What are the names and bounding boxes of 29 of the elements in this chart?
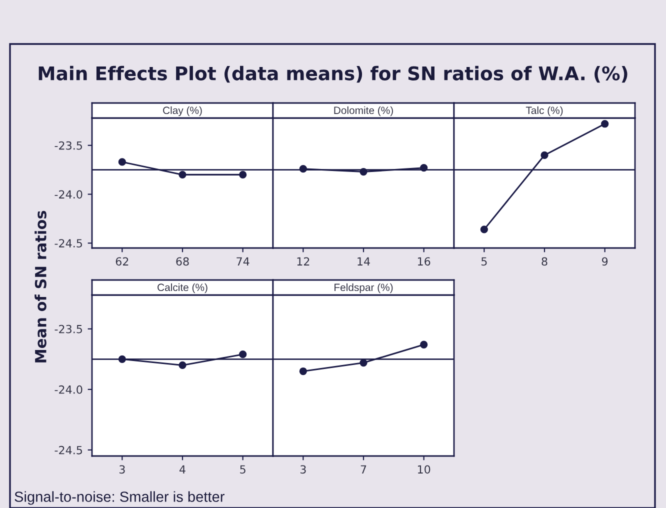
x-tick-label: 9: [602, 257, 608, 266]
x-tick-label: 5: [481, 257, 487, 266]
chart-title: Clay (%): [163, 106, 202, 116]
x-tick-label: 3: [119, 465, 125, 474]
x-tick-label: 8: [542, 257, 548, 266]
text: Main Effects Plot (data means) for SN ratios of W.A. (%): [38, 66, 628, 83]
x-tick-label: 68: [176, 257, 189, 266]
y-tick-label: -23.5: [54, 141, 82, 150]
x-tick-label: 7: [360, 465, 366, 474]
x-tick-label: 14: [358, 257, 370, 266]
chart-title: Dolomite (%): [334, 106, 393, 116]
y-tick-label: -24.0: [54, 190, 82, 199]
x-tick-label: 4: [180, 465, 186, 474]
x-tick-label: 16: [418, 257, 430, 266]
chart-title: Feldspar (%): [334, 283, 393, 294]
x-tick-label: 3: [300, 465, 306, 474]
x-tick-label: 5: [240, 465, 246, 474]
y-tick-label: -24.5: [54, 239, 82, 248]
text: Signal-to-noise: Smaller is better: [14, 491, 224, 505]
y-tick-label: -23.5: [54, 324, 82, 334]
x-tick-label: 10: [418, 465, 430, 474]
x-tick-label: 62: [116, 257, 128, 266]
y-tick-label: -24.5: [54, 446, 82, 454]
y-tick-label: -24.0: [54, 385, 82, 394]
x-tick-label: 12: [297, 257, 310, 266]
x-tick-label: 74: [236, 257, 250, 266]
chart-title: Talc (%): [526, 106, 563, 116]
y-axis-title: Mean of SN ratios: [34, 210, 46, 362]
chart-title: Calcite (%): [158, 283, 208, 294]
